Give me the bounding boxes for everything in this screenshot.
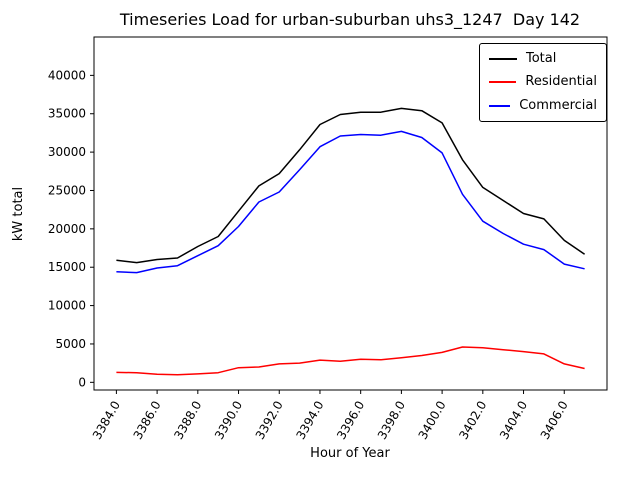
y-tick-label: 35000	[48, 107, 86, 121]
y-axis-label: kW total	[11, 187, 26, 241]
x-tick-label: 3386.0	[131, 399, 164, 442]
legend-entry-total: Total	[489, 51, 597, 66]
x-tick-label: 3400.0	[416, 399, 449, 442]
residential-line-swatch	[489, 81, 517, 84]
x-tick-label: 3396.0	[334, 399, 367, 442]
x-tick-label: 3384.0	[90, 399, 123, 442]
x-tick-label: 3390.0	[212, 399, 245, 442]
x-tick-label: 3402.0	[456, 398, 489, 441]
chart-title: Timeseries Load for urban-suburban uhs3_…	[119, 10, 580, 30]
total-line-swatch	[489, 58, 517, 61]
series-residential-line	[116, 346, 585, 376]
commercial-line-swatch	[489, 104, 511, 107]
y-tick-label: 0	[78, 375, 86, 389]
x-tick-label: 3394.0	[293, 399, 326, 442]
y-tick-label: 10000	[48, 299, 86, 313]
legend-label-residential: Residential	[525, 74, 597, 90]
series-commercial-line	[116, 130, 585, 274]
x-tick-label: 3404.0	[497, 399, 530, 442]
y-tick-label: 15000	[48, 260, 86, 274]
y-tick-label: 5000	[55, 337, 86, 351]
x-axis-label: Hour of Year	[310, 446, 390, 461]
legend-entry-commercial: Commercial	[489, 97, 597, 113]
y-tick-label: 40000	[48, 68, 86, 82]
x-tick-label: 3398.0	[375, 399, 408, 442]
x-tick-label: 3406.0	[538, 399, 571, 442]
y-tick-label: 25000	[48, 183, 86, 197]
legend: Total Residential Commercial	[479, 43, 607, 122]
y-tick-label: 20000	[48, 222, 86, 236]
axes-frame	[93, 36, 608, 391]
y-tick-label: 30000	[48, 145, 86, 159]
legend-label-total: Total	[526, 51, 557, 66]
legend-entry-residential: Residential	[489, 74, 597, 90]
x-tick-label: 3392.0	[253, 399, 286, 442]
series-total-line	[116, 107, 586, 264]
legend-label-commercial: Commercial	[519, 97, 597, 113]
x-tick-label: 3388.0	[171, 399, 204, 442]
